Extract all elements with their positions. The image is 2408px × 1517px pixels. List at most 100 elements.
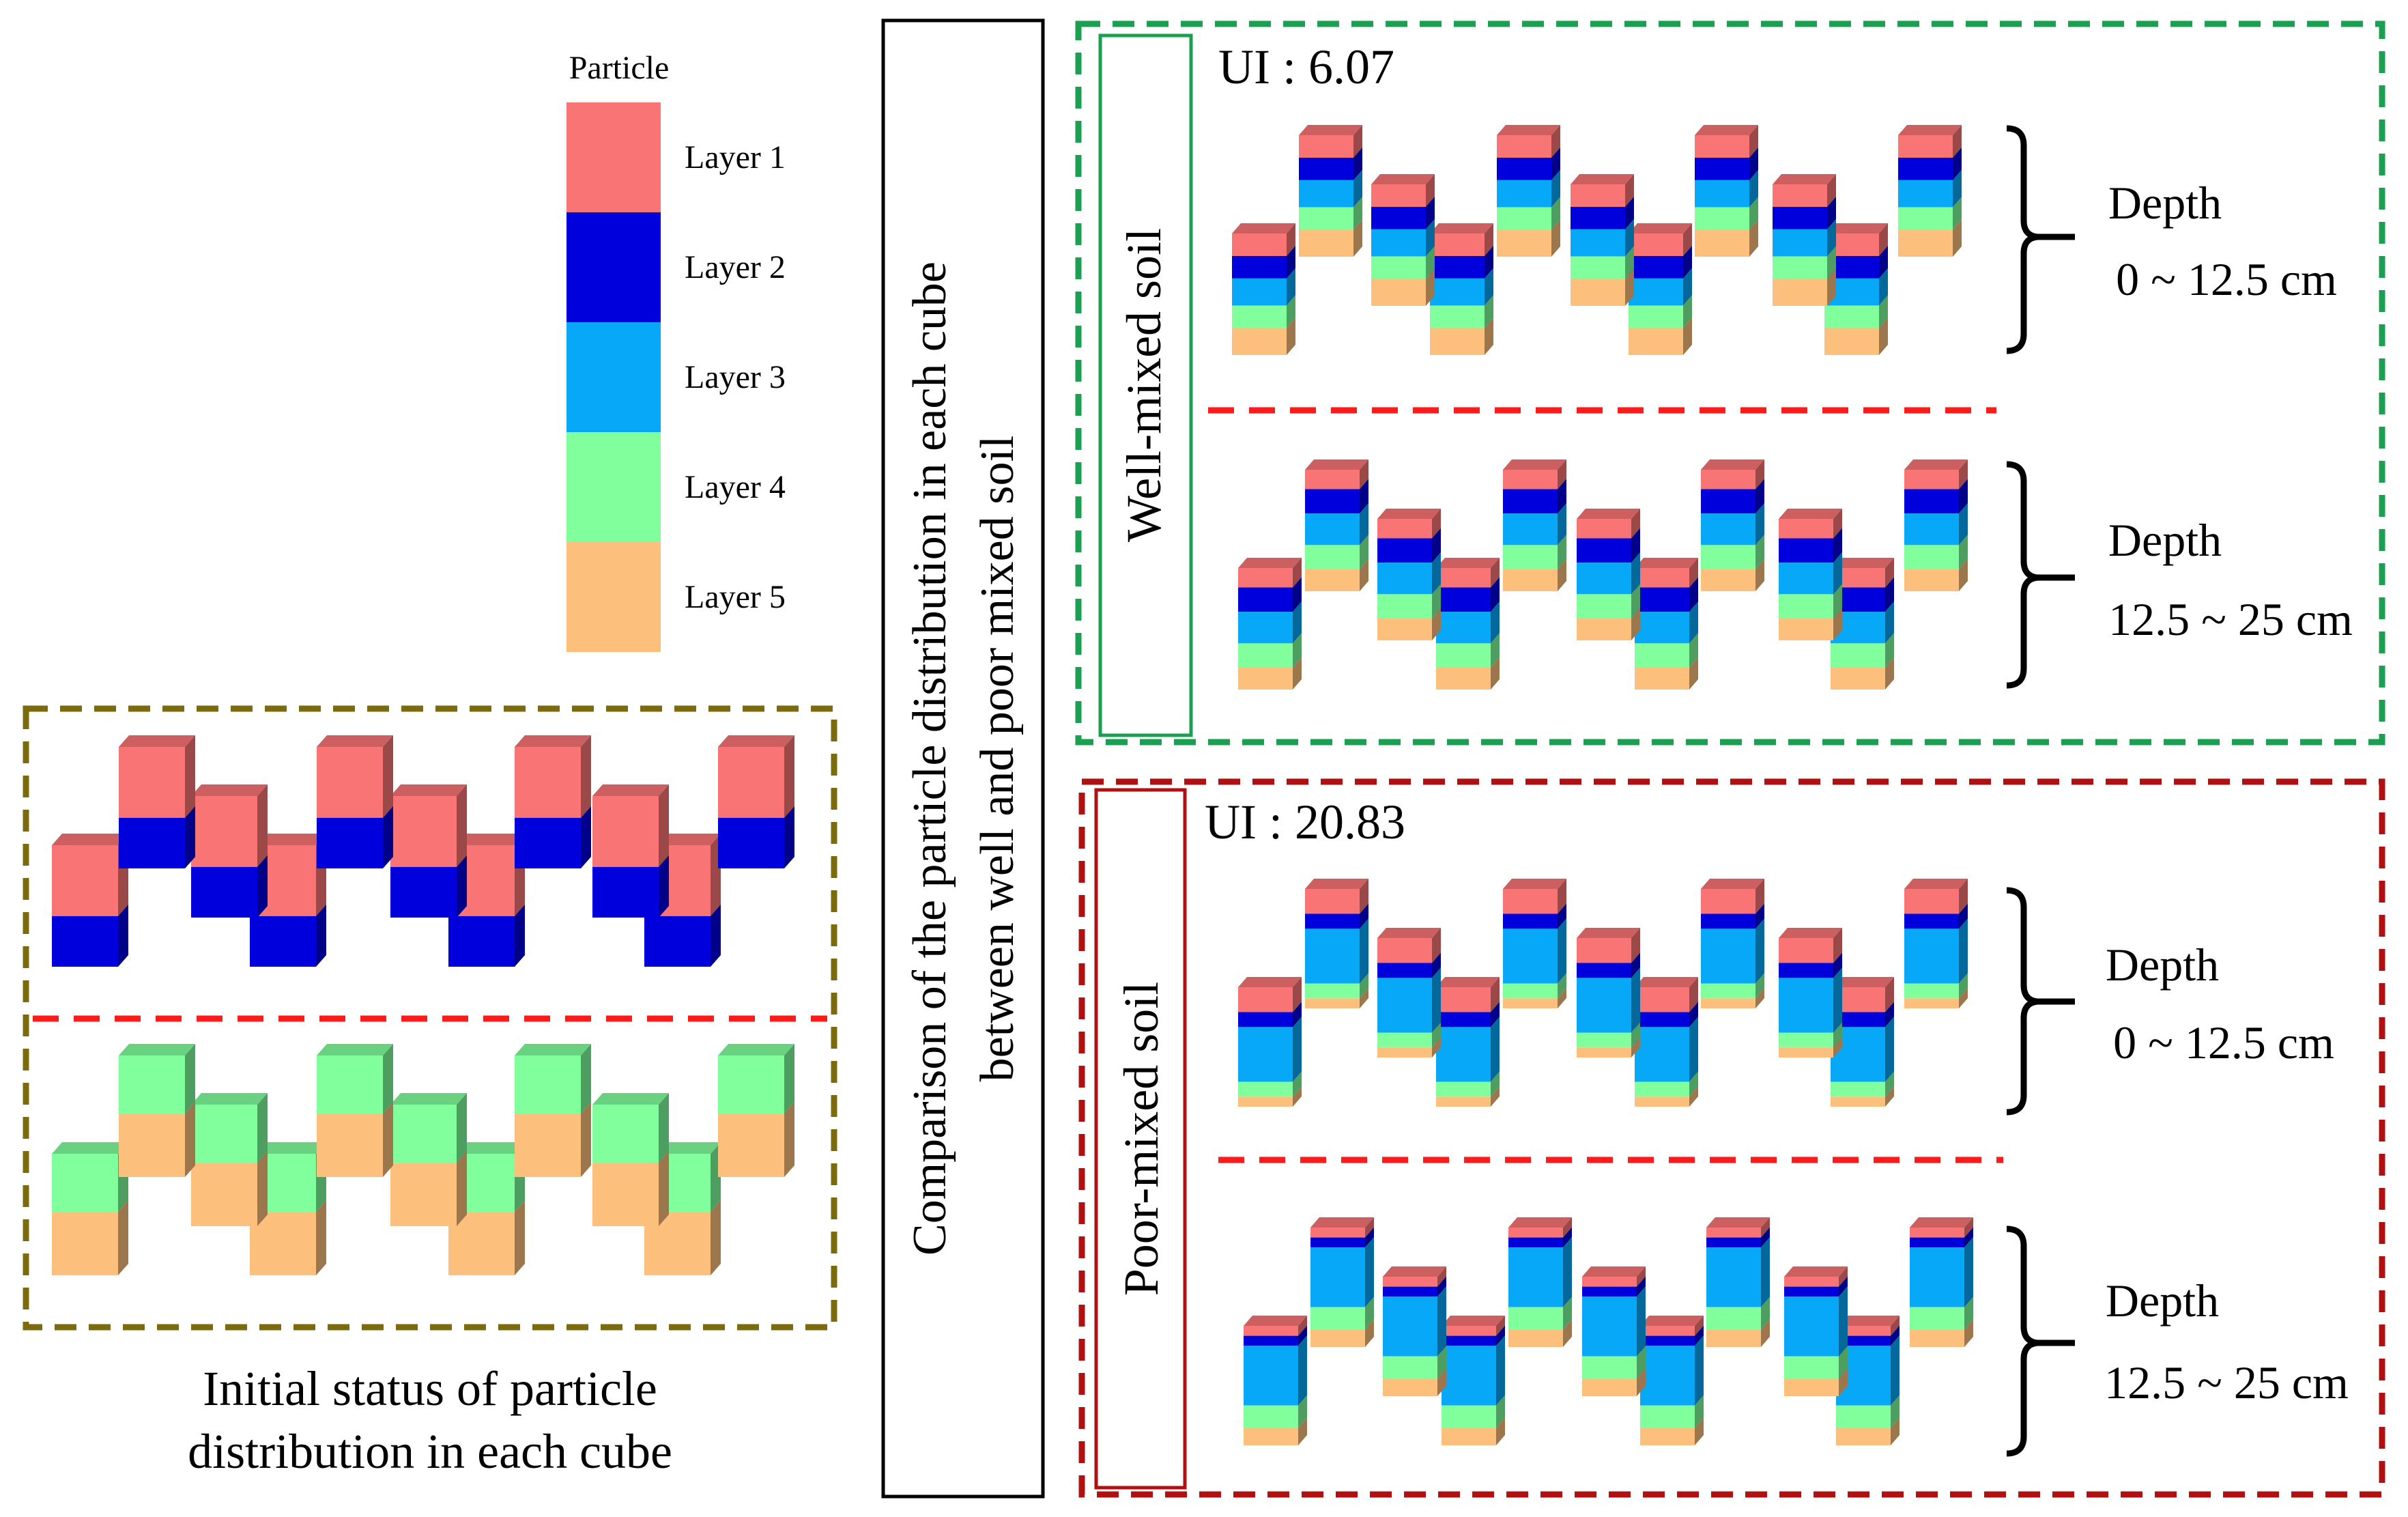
- cube-layer4-side: [1298, 1395, 1307, 1428]
- cube-layer3-side: [1625, 218, 1634, 257]
- cube-top: [1904, 879, 1968, 889]
- cube-top: [1436, 977, 1500, 987]
- cube-top: [119, 735, 195, 747]
- cube-layer5-side: [1839, 1368, 1848, 1396]
- cube-layer2-face: [592, 866, 659, 918]
- cube-layer2-side: [1755, 903, 1764, 929]
- particle-cube: [1779, 509, 1842, 640]
- particle-cube: [1238, 558, 1302, 690]
- well-ui-value: UI : 6.07: [1218, 40, 1394, 94]
- initial-caption-line1: Initial status of particle: [203, 1361, 657, 1416]
- cube-layer3-face: [1310, 1247, 1365, 1307]
- cube-top: [119, 1044, 195, 1055]
- cube-top: [1706, 1217, 1770, 1228]
- cube-layer4-side: [1360, 973, 1368, 999]
- cube-layer5-side: [1959, 988, 1968, 1008]
- particle-cube: [1784, 1266, 1848, 1396]
- cube-layer1-face: [1577, 519, 1631, 539]
- particle-cube: [1695, 125, 1758, 257]
- cube-layer5-face: [1436, 1096, 1491, 1107]
- cube-top: [1442, 1316, 1505, 1326]
- cube-layer5-side: [1755, 988, 1764, 1008]
- cube-layer4-side: [1885, 1071, 1894, 1097]
- cube-layer1-face: [515, 747, 581, 818]
- cube-layer1-side: [1491, 558, 1500, 588]
- cube-layer2-side: [118, 904, 128, 967]
- cube-layer3-face: [1238, 1027, 1293, 1082]
- cube-top: [52, 834, 128, 845]
- cube-layer2-side: [1689, 577, 1698, 612]
- cube-layer4-side: [1959, 973, 1968, 999]
- cube-layer4-side: [1755, 973, 1764, 999]
- particle-cube: [1577, 928, 1640, 1058]
- cube-layer4-side: [1496, 1395, 1505, 1428]
- well-depth1-brace: [2006, 125, 2075, 354]
- cube-layer1-side: [1689, 558, 1698, 588]
- cube-layer1-face: [718, 747, 784, 818]
- cube-layer4-face: [390, 1105, 457, 1163]
- cube-layer1-face: [1299, 135, 1353, 158]
- cube-top: [1635, 977, 1698, 987]
- cube-layer4-side: [1959, 535, 1968, 569]
- cube-layer5-face: [448, 1212, 515, 1275]
- well-depth2-range: 12.5 ~ 25 cm: [2108, 593, 2353, 645]
- cube-layer1-side: [1833, 928, 1842, 963]
- cube-layer3-side: [1833, 552, 1842, 595]
- cube-layer5-face: [1577, 1047, 1631, 1058]
- particle-cube: [52, 1142, 128, 1275]
- cube-layer1-face: [390, 796, 457, 867]
- cube-layer1-side: [1953, 125, 1962, 158]
- cube-top: [1779, 928, 1842, 938]
- particle-cube: [592, 1093, 669, 1226]
- cube-layer4-face: [1898, 207, 1953, 230]
- well-mixed-panel: Well-mixed soil UI : 6.07 Depth 0 ~ 12.5…: [1075, 20, 2385, 746]
- cube-layer5-side: [659, 1151, 669, 1226]
- particle-cube: [1305, 879, 1368, 1008]
- cube-layer4-side: [1683, 295, 1692, 328]
- cube-layer1-face: [1508, 1228, 1563, 1238]
- particle-cube: [119, 1044, 195, 1177]
- cube-layer5-face: [1898, 229, 1953, 257]
- particle-cube: [1910, 1217, 1973, 1347]
- cube-layer2-face: [1377, 963, 1432, 978]
- cube-layer3-side: [1360, 918, 1368, 984]
- cube-layer5-side: [316, 1200, 326, 1275]
- cube-layer5-side: [1761, 1319, 1770, 1347]
- cube-layer1-side: [1637, 1266, 1646, 1287]
- cube-layer2-side: [1432, 952, 1441, 978]
- cube-layer2-side: [1551, 147, 1560, 180]
- cube-layer1-side: [1755, 459, 1764, 490]
- cube-layer1-side: [1683, 223, 1692, 256]
- cube-layer2-face: [1640, 1335, 1695, 1346]
- cube-layer4-face: [1784, 1356, 1839, 1379]
- cube-layer2-face: [1310, 1237, 1365, 1248]
- cube-layer2-side: [659, 855, 669, 918]
- cube-layer2-face: [1784, 1286, 1839, 1297]
- cube-layer5-face: [1497, 229, 1551, 257]
- cube-layer2-side: [1360, 479, 1368, 514]
- cube-layer5-face: [1377, 1047, 1432, 1058]
- cube-layer5-side: [457, 1151, 467, 1226]
- cube-layer5-face: [1824, 328, 1879, 355]
- cube-layer5-side: [1432, 608, 1441, 640]
- cube-layer2-side: [1827, 196, 1836, 229]
- particle-cube: [1773, 174, 1836, 306]
- cube-layer1-side: [1426, 174, 1435, 207]
- cube-layer3-face: [1371, 229, 1426, 257]
- particle-cube: [1582, 1266, 1646, 1396]
- cube-layer1-side: [1827, 174, 1836, 207]
- cube-layer3-side: [1755, 503, 1764, 545]
- cube-layer2-side: [1959, 479, 1968, 514]
- cube-layer2-face: [1831, 1012, 1885, 1027]
- cube-layer3-side: [1761, 1237, 1770, 1307]
- cube-layer2-side: [316, 904, 326, 967]
- cube-layer4-face: [1430, 305, 1485, 328]
- well-depth1-range: 0 ~ 12.5 cm: [2116, 253, 2337, 305]
- cube-top: [1695, 125, 1758, 135]
- cube-layer2-side: [1885, 577, 1894, 612]
- cube-layer4-side: [185, 1044, 195, 1114]
- cube-layer1-side: [1287, 223, 1295, 256]
- cube-layer3-face: [1299, 180, 1353, 208]
- cube-top: [448, 1142, 525, 1154]
- legend-label-layer1: Layer 1: [685, 139, 786, 175]
